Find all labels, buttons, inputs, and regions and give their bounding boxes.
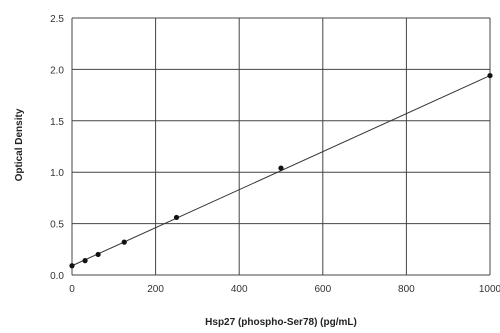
- data-point: [121, 239, 127, 245]
- y-axis-label: Optical Density: [14, 108, 25, 181]
- y-tick-label: 0.5: [50, 220, 64, 231]
- y-tick-label: 2.5: [50, 14, 64, 25]
- x-tick-label: 400: [231, 284, 248, 295]
- tick-label-layer: 0 200 400 600 800 1000 0.0 0.5 1.0 1.5 2.0 2.5: [50, 14, 500, 295]
- y-tick-label: 1.5: [50, 117, 64, 128]
- x-tick-label: 1000: [479, 284, 500, 295]
- data-point: [69, 263, 75, 269]
- data-point: [278, 165, 284, 171]
- data-point-layer: [69, 72, 493, 269]
- data-point: [95, 251, 101, 258]
- data-point: [82, 258, 88, 264]
- x-tick-label: 600: [314, 284, 331, 295]
- y-tick-label: 0.0: [50, 271, 64, 282]
- y-tick-label: 2.0: [50, 65, 64, 76]
- x-tick-label: 0: [69, 284, 75, 295]
- y-tick-label: 1.0: [50, 168, 64, 179]
- data-point: [487, 72, 493, 79]
- x-tick-label: 800: [398, 284, 415, 295]
- data-point: [173, 214, 180, 221]
- x-axis-label: Hsp27 (phospho-Ser78) (pg/mL): [205, 317, 357, 328]
- x-tick-label: 200: [147, 284, 164, 295]
- grid-layer: [71, 17, 491, 276]
